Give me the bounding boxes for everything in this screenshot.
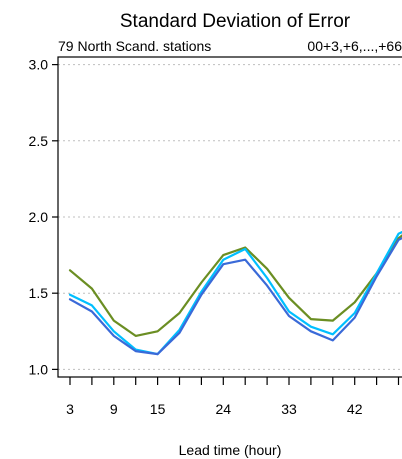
y-axis: 1.0 1.5 2.0 2.5 3.0 bbox=[29, 57, 58, 377]
y-tick-label: 1.5 bbox=[29, 285, 49, 301]
y-tick-label: 3.0 bbox=[29, 57, 49, 73]
x-tick-label: 15 bbox=[150, 401, 166, 417]
chart-title: Standard Deviation of Error bbox=[120, 11, 351, 32]
series-line-2 bbox=[68, 230, 402, 356]
chart-subtitle-right: 00+3,+6,...,+66 bbox=[307, 38, 402, 54]
x-tick-label: 33 bbox=[281, 401, 297, 417]
y-tick-label: 2.5 bbox=[29, 133, 49, 149]
series-layer bbox=[68, 230, 402, 356]
x-tick-label: 9 bbox=[110, 401, 118, 417]
series-line-3 bbox=[68, 236, 402, 356]
x-axis-label: Lead time (hour) bbox=[179, 442, 282, 458]
y-tick-label: 2.0 bbox=[29, 209, 49, 225]
x-tick-label: 42 bbox=[347, 401, 363, 417]
chart-subtitle-left: 79 North Scand. stations bbox=[58, 38, 211, 54]
x-axis: 39152433425160 bbox=[66, 377, 400, 417]
x-tick-label: 3 bbox=[66, 401, 74, 417]
y-tick-label: 1.0 bbox=[29, 361, 49, 377]
series-line-1 bbox=[68, 234, 402, 337]
grid bbox=[58, 64, 402, 370]
x-tick-label: 24 bbox=[216, 401, 232, 417]
